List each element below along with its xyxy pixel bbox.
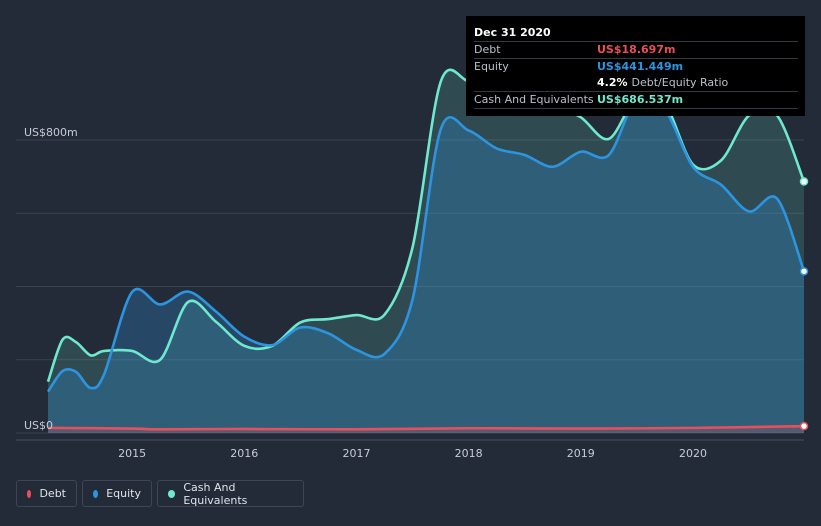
x-tick-label: 2020: [679, 447, 707, 460]
equity-end-marker: [799, 267, 809, 276]
debt-line: [47, 424, 805, 431]
tooltip-debt-label: Debt: [474, 43, 501, 56]
tooltip-date: Dec 31 2020: [474, 24, 798, 42]
legend-cash-label: Cash And Equivalents: [183, 480, 248, 507]
tooltip-debt-value: US$18.697m: [597, 43, 676, 56]
tooltip-panel: Dec 31 2020 Debt US$18.697m Equity US$44…: [466, 16, 805, 116]
tooltip-equity-row: Equity US$441.449m: [474, 59, 798, 75]
tooltip-debt-row: Debt US$18.697m: [474, 42, 798, 59]
x-tick-label: 2015: [118, 447, 146, 460]
debt-dot-icon: [27, 489, 32, 498]
cash-dot-icon: [168, 489, 176, 498]
legend-debt-button[interactable]: Debt: [16, 480, 77, 507]
equity-dot-icon: [93, 489, 99, 498]
debt-end-marker: [799, 421, 809, 431]
y-tick-label: US$0: [24, 419, 53, 432]
tooltip-equity-value: US$441.449m: [597, 60, 684, 73]
tooltip-cash-row: Cash And Equivalents US$686.537m: [474, 92, 798, 109]
y-tick-label: US$800m: [24, 126, 78, 139]
x-tick-label: 2016: [230, 447, 258, 460]
x-tick-label: 2018: [455, 447, 483, 460]
label-layer: US$0 US$800m 2015 2016 2017 2018 2019 2020: [24, 126, 707, 460]
legend-equity-button[interactable]: Equity: [82, 480, 152, 507]
x-tick-label: 2017: [342, 447, 370, 460]
marker-layer: [799, 177, 809, 431]
tooltip-cash-value: US$686.537m: [597, 93, 684, 106]
tooltip-ratio-row: 4.2% Debt/Equity Ratio: [474, 75, 798, 92]
area-layer: [48, 69, 804, 434]
legend-cash-button[interactable]: Cash And Equivalents: [157, 480, 304, 507]
x-tick-label: 2019: [567, 447, 595, 460]
equity-area: [48, 95, 804, 433]
tooltip-cash-label: Cash And Equivalents: [474, 93, 594, 106]
cash-and-equivalents-end-marker: [799, 177, 809, 186]
tooltip-ratio-label: Debt/Equity Ratio: [631, 76, 729, 89]
tooltip-ratio-value: 4.2%: [597, 76, 628, 89]
legend-debt-label: Debt: [39, 487, 66, 500]
tooltip-equity-label: Equity: [474, 60, 509, 73]
legend-equity-label: Equity: [106, 487, 141, 500]
